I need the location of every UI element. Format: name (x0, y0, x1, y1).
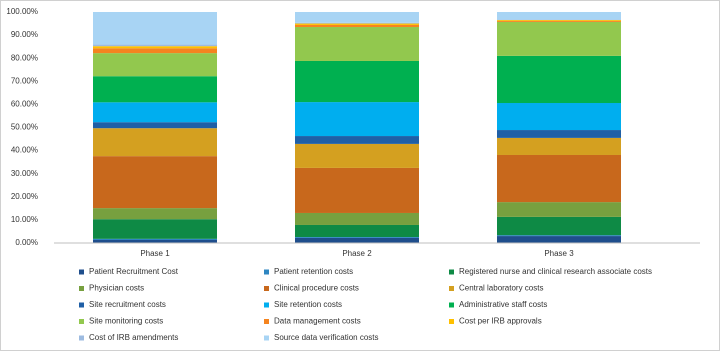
bar-segment (497, 103, 621, 131)
bar-segment (497, 154, 621, 203)
bar-segment (295, 12, 419, 23)
bar-segment (295, 102, 419, 137)
bar-segment (497, 130, 621, 138)
bar-segment (295, 60, 419, 103)
legend-swatch (79, 319, 84, 324)
bar-segment (295, 236, 419, 238)
bar-segment (295, 22, 419, 24)
bar-segment (93, 122, 217, 129)
legend-label: Site recruitment costs (89, 300, 166, 309)
y-tick-label: 70.00% (11, 76, 38, 85)
legend-swatch (449, 286, 454, 291)
legend-label: Physician costs (89, 284, 144, 293)
legend-swatch (264, 269, 269, 275)
legend-swatch (79, 335, 84, 341)
bar-segment (93, 12, 217, 45)
y-tick-label: 30.00% (11, 169, 38, 178)
bar-segment (497, 202, 621, 217)
bar-segment (497, 216, 621, 236)
legend-label: Site retention costs (274, 300, 342, 309)
bar-segment (497, 235, 621, 237)
legend-swatch (449, 302, 454, 308)
bar-segment (93, 53, 217, 77)
y-tick-label: 60.00% (11, 100, 38, 109)
legend-label: Administrative staff costs (459, 300, 547, 309)
bar-segment (93, 238, 217, 240)
bar-segment (93, 239, 217, 243)
bar-segment (497, 21, 621, 56)
bar-segment (497, 12, 621, 20)
bar-segment (295, 237, 419, 243)
legend-swatch (264, 335, 269, 341)
bar-segment (497, 21, 621, 22)
bar-segment (497, 20, 621, 22)
y-tick-label: 100.00% (6, 7, 38, 16)
bar-segment (93, 76, 217, 103)
bar-segment (93, 44, 217, 47)
bar-segment (93, 208, 217, 220)
bar-segment (295, 143, 419, 168)
bar-segment (295, 212, 419, 225)
bar-segment (93, 46, 217, 49)
bar-segment (295, 27, 419, 61)
legend-label: Site monitoring costs (89, 317, 163, 326)
legend-label: Data management costs (274, 317, 361, 326)
x-tick-label: Phase 1 (140, 249, 170, 258)
y-tick-label: 10.00% (11, 215, 38, 224)
y-tick-label: 80.00% (11, 53, 38, 62)
legend-label: Registered nurse and clinical research a… (459, 267, 652, 276)
legend-label: Central laboratory costs (459, 284, 543, 293)
legend-swatch (264, 286, 269, 291)
bar-segment (93, 128, 217, 157)
legend-swatch (79, 269, 84, 275)
legend-label: Source data verification costs (274, 333, 379, 342)
bar-segment (93, 102, 217, 123)
x-tick-label: Phase 3 (544, 249, 574, 258)
bar-segment (295, 167, 419, 213)
bar-segment (93, 48, 217, 54)
bar-segment (93, 219, 217, 239)
bar-segment (497, 55, 621, 104)
x-tick-label: Phase 2 (342, 249, 372, 258)
bar-segment (295, 224, 419, 237)
legend-label: Patient retention costs (274, 267, 353, 276)
y-tick-label: 20.00% (11, 192, 38, 201)
legend-label: Cost per IRB approvals (459, 317, 542, 326)
legend-label: Patient Recruitment Cost (89, 267, 179, 276)
legend-label: Clinical procedure costs (274, 284, 359, 293)
y-tick-label: 40.00% (11, 146, 38, 155)
bar-segment (295, 23, 419, 25)
bar-segment (497, 236, 621, 243)
legend-swatch (264, 302, 269, 308)
bar-segment (497, 137, 621, 155)
y-tick-label: 90.00% (11, 30, 38, 39)
y-tick-label: 50.00% (11, 123, 38, 132)
bar-segment (295, 136, 419, 144)
bar-segment (93, 156, 217, 209)
y-tick-label: 0.00% (15, 238, 38, 247)
legend-swatch (264, 319, 269, 324)
bar-segment (295, 24, 419, 28)
legend-swatch (79, 286, 84, 291)
legend-swatch (79, 302, 84, 308)
legend-label: Cost of IRB amendments (89, 333, 178, 342)
legend-swatch (449, 319, 454, 324)
legend-swatch (449, 269, 454, 275)
